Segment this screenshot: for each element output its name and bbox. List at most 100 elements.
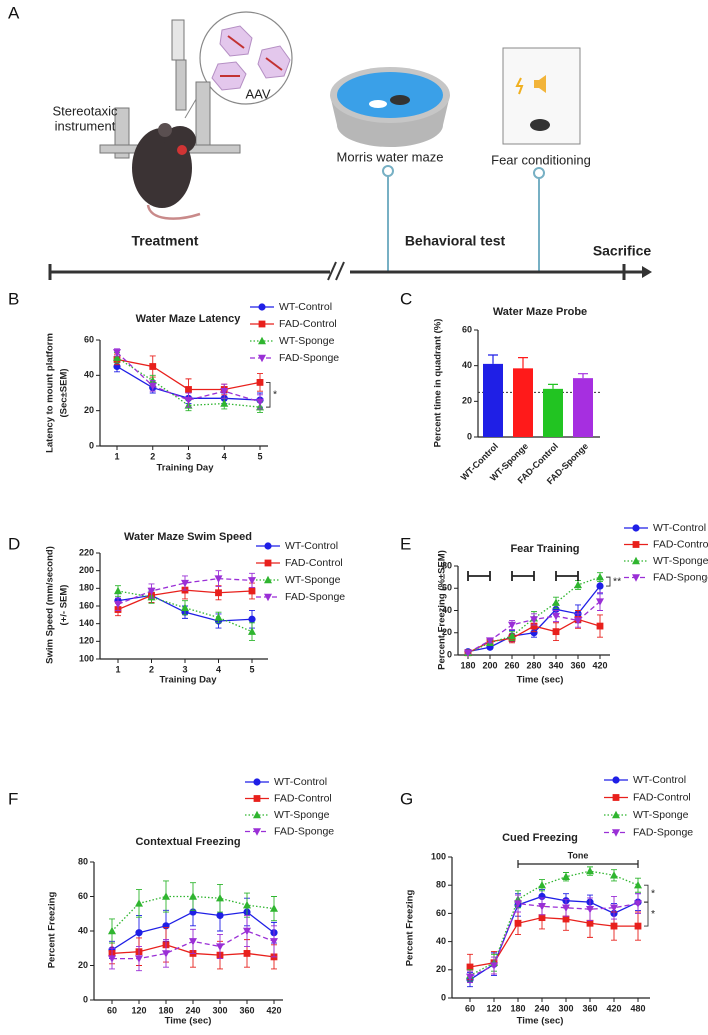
data-point [530,622,538,630]
x-tick-label: 2 [149,664,154,674]
tone-interval [517,860,639,868]
panel-a: A AAV Stereotaxic instrument Morris wate… [8,3,652,281]
timeline-arrow [642,266,652,278]
y-tick-label: 0 [441,992,446,1002]
data-point [184,396,193,405]
y-tick-label: 160 [79,600,94,610]
x-tick-label: 120 [131,1005,146,1015]
x-tick-label: 5 [257,451,262,461]
significance-label: * [651,887,655,899]
legend-marker [258,336,266,345]
legend-marker [612,829,620,837]
y-tick-label: 60 [462,324,472,334]
data-point [552,628,560,636]
data-point [114,601,122,609]
legend-marker [632,574,640,582]
y-tick-label: 40 [442,605,452,615]
error-bar [548,383,558,389]
data-point [270,938,278,946]
timeline-break [327,261,345,281]
legend-marker [258,320,266,328]
legend-label: FAD-Sponge [279,352,339,364]
data-point [113,349,121,357]
y-tick-label: 40 [78,925,88,935]
chart-title: Water Maze Swim Speed [124,531,252,543]
data-point [135,899,143,907]
y-tick-label: 60 [436,908,446,918]
data-point [538,903,546,911]
x-tick-label: 300 [558,1003,573,1013]
panel-label: C [400,289,412,308]
x-tick-label: 3 [186,451,191,461]
x-axis-label: Time (sec) [165,1016,212,1027]
morris-label: Morris water maze [337,149,444,164]
data-point [552,612,560,621]
data-point [216,894,224,902]
data-point [490,962,498,970]
x-axis-label: Time (sec) [517,1016,564,1027]
y-axis-label: Latency to mount platform [45,333,56,453]
y-tick-label: 80 [78,856,88,866]
data-point [530,616,538,624]
mouse-swimming [390,95,410,105]
data-point [270,904,278,912]
bar [543,388,563,437]
data-point [464,649,472,657]
data-point [162,892,170,900]
stereotaxic-label: Stereotaxic [52,103,118,118]
data-point [214,575,223,583]
mouse-box [530,119,550,131]
x-tick-label: 260 [504,660,519,670]
legend-marker [253,828,261,836]
data-point [562,904,570,912]
data-point [466,973,474,982]
data-point [189,892,197,900]
data-point [514,900,522,908]
series-line [117,577,253,605]
legend-label: FAD-Sponge [633,826,693,838]
x-tick-label: 280 [526,660,541,670]
y-tick-label: 100 [431,851,446,861]
x-tick-label: 1 [114,451,119,461]
y-tick-label: 0 [447,649,452,659]
y-tick-label: 60 [442,583,452,593]
x-tick-label: 180 [460,660,475,670]
legend-marker [264,542,272,550]
data-point [162,950,170,958]
bar [513,368,533,437]
legend-label: WT-Sponge [633,809,689,821]
data-point [108,926,116,935]
series-line [469,902,639,978]
data-point [135,929,143,937]
y-tick-label: 80 [442,560,452,570]
data-point [586,866,594,875]
legend-marker [253,810,261,819]
data-point [189,938,197,946]
data-point [596,572,604,581]
panel-label: F [8,789,18,808]
x-tick-label: 5 [249,664,254,674]
x-tick-label: 360 [239,1005,254,1015]
legend-label: FAD-Control [279,318,337,330]
data-point [181,579,189,588]
data-point [514,919,522,927]
x-tick-label: 240 [534,1003,549,1013]
panel-label: D [8,534,20,553]
y-tick-label: 180 [79,583,94,593]
legend-marker [632,556,640,565]
data-point [220,388,229,396]
data-point [243,900,251,909]
data-point [214,613,223,621]
data-point [466,963,474,971]
panel-label: B [8,289,19,308]
injection-site [177,145,187,155]
legend-marker [632,524,640,532]
legend-label: WT-Control [633,774,686,786]
legend-marker [253,795,261,802]
data-point [508,631,516,640]
shock-interval [511,571,535,581]
data-point [610,904,618,912]
y-tick-label: 20 [84,405,94,415]
x-tick-label: 360 [582,1003,597,1013]
